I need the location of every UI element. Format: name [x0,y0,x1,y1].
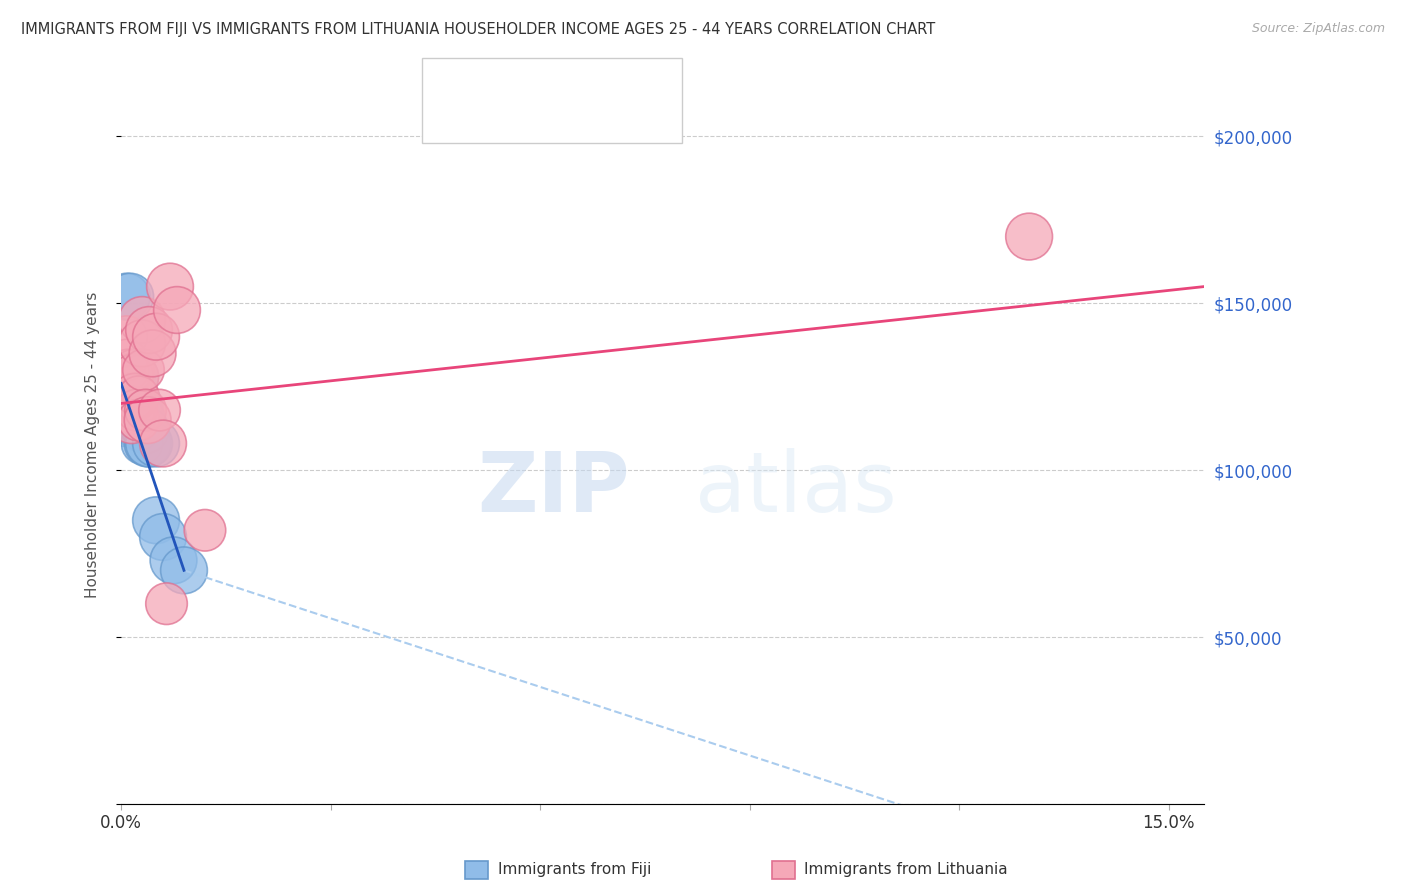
Bar [465,862,488,880]
Point [152,530,174,544]
Bar [772,862,794,880]
Point [124,390,146,404]
Point [120,290,142,304]
Point [125,413,148,427]
Point [131,336,153,351]
Point [142,346,165,360]
Point [173,563,195,577]
Text: Immigrants from Fiji: Immigrants from Fiji [498,863,651,877]
Point [1018,229,1040,244]
Point [115,290,138,304]
Point [162,553,184,567]
Point [135,403,157,417]
Text: atlas: atlas [695,448,897,529]
Text: R =  0.327   N = 29: R = 0.327 N = 29 [471,107,661,125]
Point [131,436,153,450]
Point [128,413,150,427]
Point [131,413,153,427]
Point [148,403,170,417]
Point [117,363,139,377]
Point [120,380,142,394]
Point [145,513,167,527]
Point [135,423,157,437]
Point [124,369,146,384]
Point [138,323,160,337]
Point [115,329,138,343]
Point [115,403,138,417]
Point [132,363,155,377]
Bar [441,105,464,127]
Point [124,369,146,384]
Point [128,390,150,404]
Point [117,390,139,404]
Point [194,523,217,537]
Text: IMMIGRANTS FROM FIJI VS IMMIGRANTS FROM LITHUANIA HOUSEHOLDER INCOME AGES 25 - 4: IMMIGRANTS FROM FIJI VS IMMIGRANTS FROM … [21,22,935,37]
Point [120,363,142,377]
Point [121,403,143,417]
Point [122,403,145,417]
Point [131,313,153,327]
Point [121,363,143,377]
Text: Source: ZipAtlas.com: Source: ZipAtlas.com [1251,22,1385,36]
Point [136,436,159,450]
Point [115,417,138,431]
Text: Immigrants from Lithuania: Immigrants from Lithuania [804,863,1008,877]
Point [145,436,167,450]
Point [121,413,143,427]
Point [121,369,143,384]
Point [159,279,181,293]
Text: R = -0.568   N = 24: R = -0.568 N = 24 [471,73,661,91]
Point [128,423,150,437]
Point [122,363,145,377]
Text: ZIP: ZIP [478,448,630,529]
Point [121,390,143,404]
Point [128,403,150,417]
Point [152,436,174,450]
Point [115,353,138,368]
Point [138,436,160,450]
Point [120,369,142,384]
Point [166,303,188,318]
Point [124,390,146,404]
Y-axis label: Householder Income Ages 25 - 44 years: Householder Income Ages 25 - 44 years [86,292,100,599]
Point [125,403,148,417]
Point [145,329,167,343]
Bar [441,77,464,98]
Point [136,413,159,427]
Point [155,597,177,611]
